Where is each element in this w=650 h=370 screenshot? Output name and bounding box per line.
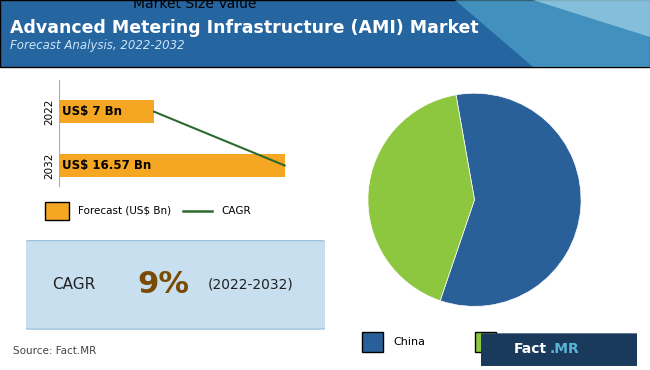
Text: Market Size Value: Market Size Value xyxy=(133,0,257,11)
Text: Advanced Metering Infrastructure (AMI) Market: Advanced Metering Infrastructure (AMI) M… xyxy=(10,18,478,37)
Bar xyxy=(58,100,154,123)
Text: CAGR: CAGR xyxy=(52,278,96,292)
Text: (2022-2032): (2022-2032) xyxy=(207,278,293,292)
Text: US$ 16.57 Bn: US$ 16.57 Bn xyxy=(62,159,151,172)
Text: .MR: .MR xyxy=(550,342,579,356)
Bar xyxy=(58,154,285,177)
Text: CAGR: CAGR xyxy=(222,206,251,216)
Text: U.S.: U.S. xyxy=(506,337,528,347)
Text: US$ 7 Bn: US$ 7 Bn xyxy=(62,105,122,118)
Text: CAGR: CAGR xyxy=(350,345,385,358)
Text: 2022: 2022 xyxy=(44,98,55,125)
Wedge shape xyxy=(440,93,581,306)
Polygon shape xyxy=(533,0,650,37)
FancyBboxPatch shape xyxy=(20,240,331,329)
Text: Source: Fact.MR: Source: Fact.MR xyxy=(13,346,96,357)
FancyBboxPatch shape xyxy=(362,332,383,352)
Text: China: China xyxy=(394,337,426,347)
Text: Forecast Analysis, 2022-2032: Forecast Analysis, 2022-2032 xyxy=(10,39,185,52)
FancyBboxPatch shape xyxy=(45,202,69,220)
Text: 2032: 2032 xyxy=(44,152,55,179)
Text: Fact: Fact xyxy=(514,342,547,356)
Polygon shape xyxy=(455,0,650,67)
Wedge shape xyxy=(368,95,474,301)
FancyBboxPatch shape xyxy=(474,332,495,352)
Text: China: China xyxy=(381,313,419,326)
Text: 9%: 9% xyxy=(138,270,190,299)
Text: 11%: 11% xyxy=(393,342,439,361)
Text: Forecast (US$ Bn): Forecast (US$ Bn) xyxy=(78,206,171,216)
FancyBboxPatch shape xyxy=(0,0,650,67)
FancyBboxPatch shape xyxy=(476,333,642,366)
